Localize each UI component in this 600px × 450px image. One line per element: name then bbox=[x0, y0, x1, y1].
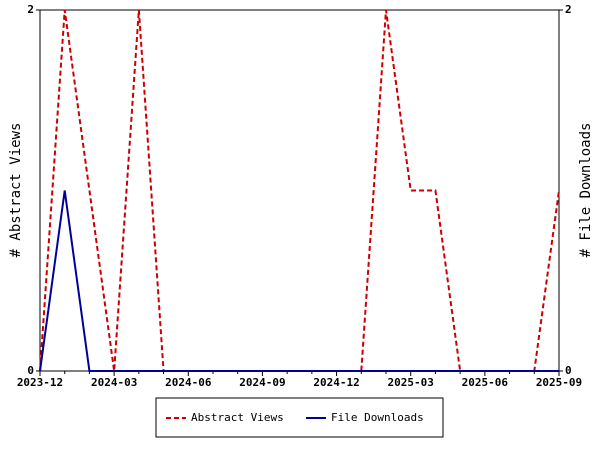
y2-tick-label: 0 bbox=[565, 364, 572, 377]
x-tick-label: 2025-03 bbox=[388, 376, 434, 389]
y2-tick-label: 2 bbox=[565, 3, 572, 16]
y-axis-title: # Abstract Views bbox=[8, 123, 24, 258]
legend-label: File Downloads bbox=[331, 411, 424, 424]
line-series bbox=[39, 9, 560, 372]
legend-label: Abstract Views bbox=[191, 411, 284, 424]
x-tick-label: 2024-09 bbox=[239, 376, 285, 389]
x-tick-label: 2024-03 bbox=[91, 376, 137, 389]
legend-box bbox=[155, 397, 444, 438]
y2-axis-title: # File Downloads bbox=[578, 123, 594, 258]
y-tick-label: 2 bbox=[27, 3, 34, 16]
x-tick-label: 2023-12 bbox=[17, 376, 63, 389]
x-tick-label: 2024-06 bbox=[165, 376, 212, 389]
line-series bbox=[39, 190, 559, 372]
x-tick-label: 2024-12 bbox=[313, 376, 359, 389]
y-tick-label: 0 bbox=[27, 364, 34, 377]
x-tick-label: 2025-06 bbox=[462, 376, 509, 389]
x-tick-label: 2025-09 bbox=[536, 376, 582, 389]
